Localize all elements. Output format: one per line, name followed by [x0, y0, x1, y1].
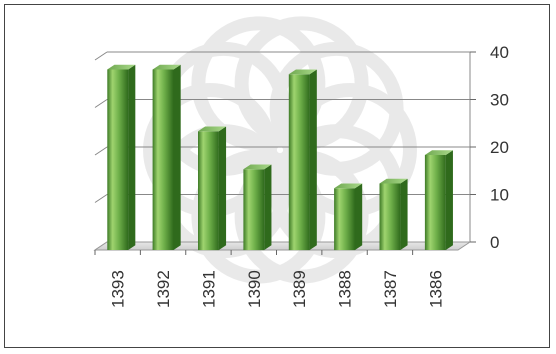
gridline-side [94, 51, 108, 61]
chart-floor [93, 241, 472, 251]
gridline-side [94, 194, 108, 203]
bars [107, 64, 453, 251]
bar [243, 169, 265, 251]
bar-side [445, 150, 453, 250]
bar-top [424, 150, 453, 155]
x-tick-label: 1390 [245, 270, 264, 308]
x-axis-ticks: 1393 1392 1391 1390 1389 1388 1387 1386 [94, 250, 445, 308]
x-tick-label: 1386 [426, 270, 445, 308]
bar [288, 74, 310, 251]
bar-top [243, 164, 272, 170]
x-tick-label: 1392 [154, 270, 173, 308]
x-tick-label: 1393 [109, 270, 128, 308]
y-axis-ticks: 0 10 20 30 40 [470, 43, 509, 252]
bar-side [354, 183, 363, 250]
bar-side [309, 69, 317, 250]
y-tick-label: 10 [490, 186, 509, 205]
y-tick-label: 30 [490, 91, 509, 110]
bar-top [152, 64, 181, 70]
bar-top [198, 126, 227, 132]
floor-plane [93, 241, 472, 251]
bar-top [379, 178, 408, 184]
x-tick-label: 1387 [381, 270, 400, 308]
bar [107, 69, 129, 250]
bar-side [264, 164, 272, 250]
watermark-ornament [143, 16, 417, 284]
bar-side [218, 126, 227, 250]
bar [334, 188, 355, 251]
bar-side [173, 64, 181, 250]
bar-side [400, 178, 408, 250]
x-tick-label: 1389 [290, 270, 309, 308]
bar-top [334, 183, 363, 189]
bar [198, 131, 219, 251]
x-tick-label: 1391 [199, 270, 218, 308]
chart-frame [4, 4, 550, 348]
bar-side [128, 64, 136, 250]
bar [424, 155, 446, 250]
y-tick-label: 40 [490, 43, 509, 62]
gridline-side [94, 99, 108, 108]
x-tick-label: 1388 [336, 270, 355, 308]
watermark-loop [269, 41, 404, 176]
y-tick-label: 20 [490, 138, 509, 157]
y-tick-label: 0 [490, 233, 499, 252]
bar-top [107, 64, 136, 70]
gridline-side [94, 146, 108, 156]
watermark-loop [191, 16, 326, 151]
bar [152, 69, 174, 250]
bar [379, 183, 401, 250]
bar-top [288, 69, 317, 75]
